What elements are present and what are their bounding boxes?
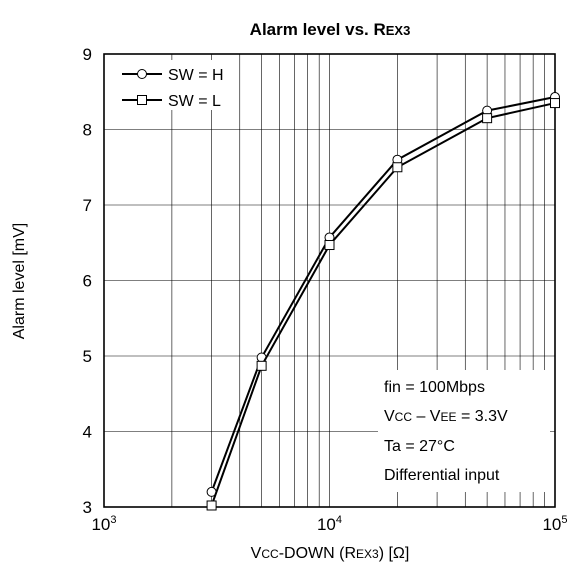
legend-label-sw-h: SW = H — [168, 67, 224, 84]
series-line-0 — [210, 96, 556, 493]
plot-frame — [103, 53, 556, 508]
legend-box — [114, 60, 222, 110]
series-lines — [206, 92, 560, 511]
conditions-box — [378, 370, 550, 492]
x-tick-label: 103 — [91, 514, 116, 534]
y-axis-label: Alarm level [mV] — [11, 223, 28, 339]
x-tick-labels: 103 104 105 — [91, 514, 567, 534]
data-point-square — [206, 500, 217, 511]
data-point-square — [482, 113, 493, 124]
y-tick-label: 6 — [83, 272, 92, 291]
y-tick-label: 9 — [83, 45, 92, 64]
y-tick-label: 4 — [83, 423, 92, 442]
legend-marker-circle — [137, 69, 147, 79]
y-tick-label: 5 — [83, 347, 92, 366]
y-tick-label: 7 — [83, 196, 92, 215]
y-tick-labels: 3 4 5 6 7 8 9 — [83, 45, 92, 517]
legend-label-sw-l: SW = L — [168, 93, 221, 110]
data-point-square — [392, 162, 403, 173]
legend-marker-square — [137, 95, 147, 105]
data-point-square — [256, 360, 267, 371]
x-tick-label: 105 — [542, 514, 567, 534]
annotation-supply: VCC – VEE = 3.3V — [384, 408, 508, 425]
y-tick-label: 8 — [83, 121, 92, 140]
data-point-square — [324, 240, 335, 251]
annotation-input: Differential input — [384, 467, 500, 484]
conditions-annotation: fin = 100Mbps VCC – VEE = 3.3V Ta = 27°C… — [378, 370, 550, 492]
series-line-1 — [210, 102, 556, 506]
annotation-fin: fin = 100Mbps — [384, 379, 485, 396]
annotation-temperature: Ta = 27°C — [384, 438, 455, 455]
y-tick-label: 3 — [83, 498, 92, 517]
legend: SW = H SW = L — [114, 60, 224, 110]
data-point-square — [550, 98, 560, 109]
x-axis-label: VCC-DOWN (REX3) [Ω] — [251, 545, 410, 562]
chart-title: Alarm level vs. REX3 — [250, 20, 411, 39]
x-tick-label: 104 — [317, 514, 342, 534]
